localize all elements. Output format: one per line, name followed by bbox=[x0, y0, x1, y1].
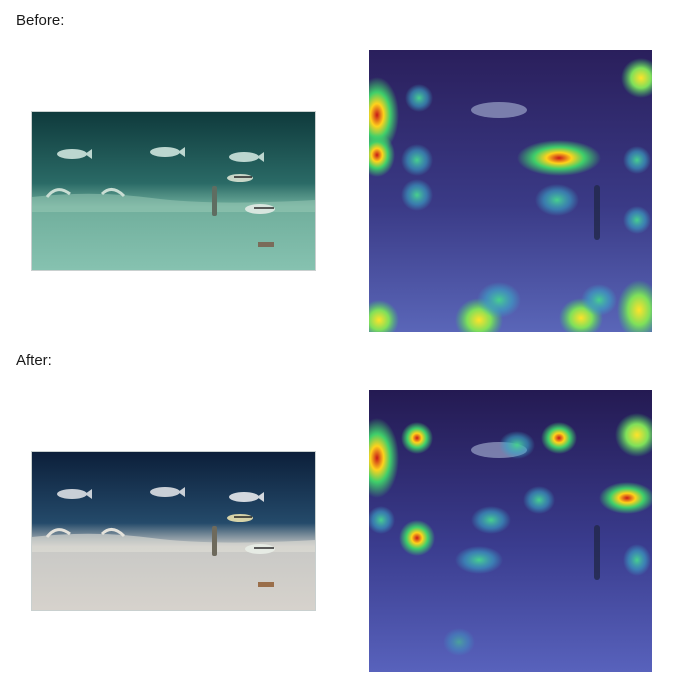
after-photo bbox=[31, 451, 316, 611]
before-label: Before: bbox=[16, 12, 65, 29]
after-label: After: bbox=[16, 352, 52, 369]
after-heatmap bbox=[369, 390, 652, 672]
before-heatmap bbox=[369, 50, 652, 332]
before-photo bbox=[31, 111, 316, 271]
